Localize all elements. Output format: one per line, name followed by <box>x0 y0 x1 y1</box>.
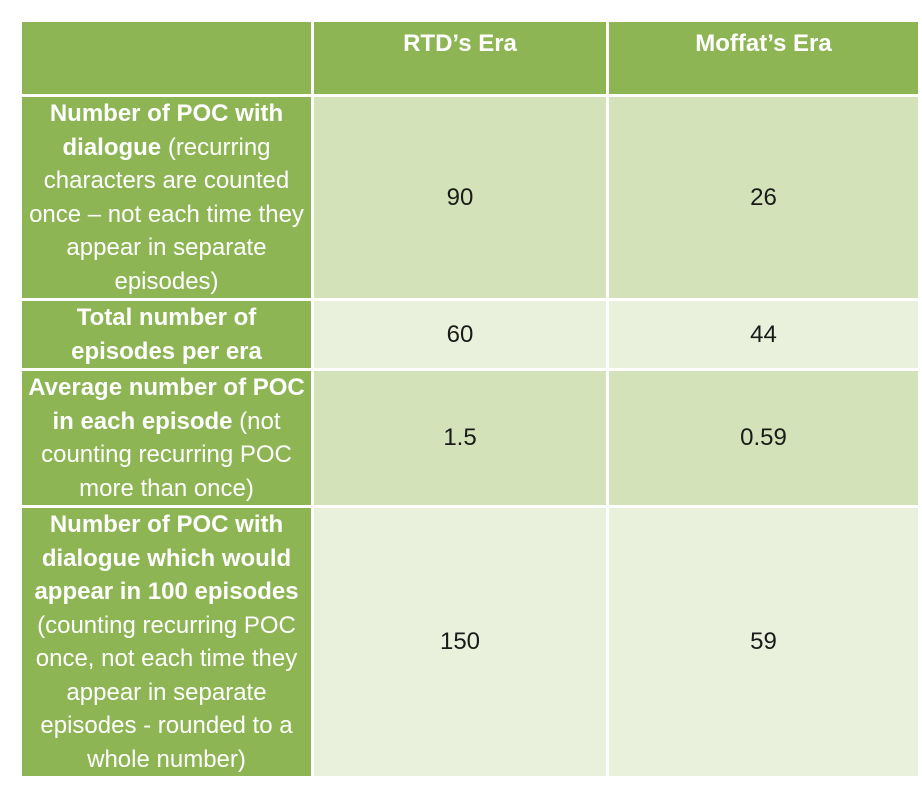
moffat-value: 0.59 <box>609 371 918 508</box>
table-row: Number of POC with dialogue which would … <box>22 508 918 776</box>
header-rtd-era: RTD’s Era <box>314 22 609 97</box>
row-label: Total number of episodes per era <box>22 301 314 371</box>
moffat-value: 59 <box>609 508 918 776</box>
header-row: RTD’s Era Moffat’s Era <box>22 22 918 97</box>
row-label: Number of POC with dialogue which would … <box>22 508 314 776</box>
moffat-value: 44 <box>609 301 918 371</box>
rtd-value: 90 <box>314 97 609 301</box>
rtd-value: 150 <box>314 508 609 776</box>
comparison-table: RTD’s Era Moffat’s Era Number of POC wit… <box>22 22 918 776</box>
table-row: Total number of episodes per era 60 44 <box>22 301 918 371</box>
row-label-bold: Average number of POC in each episode <box>28 374 305 435</box>
row-label: Number of POC with dialogue (recurring c… <box>22 97 314 301</box>
row-label-note: (counting recurring POC once, not each t… <box>35 611 298 773</box>
row-label-note: (recurring characters are counted once –… <box>29 133 304 295</box>
row-label: Average number of POC in each episode (n… <box>22 371 314 508</box>
row-label-bold: Total number of episodes per era <box>71 304 262 365</box>
header-moffat-era: Moffat’s Era <box>609 22 918 97</box>
rtd-value: 1.5 <box>314 371 609 508</box>
row-label-bold: Number of POC with dialogue which would … <box>34 511 299 605</box>
table-row: Average number of POC in each episode (n… <box>22 371 918 508</box>
table-row: Number of POC with dialogue (recurring c… <box>22 97 918 301</box>
rtd-value: 60 <box>314 301 609 371</box>
row-label-bold: Number of POC with dialogue <box>49 100 284 161</box>
row-label-note: (not counting recurring POC more than on… <box>41 407 292 502</box>
header-empty-cell <box>22 22 314 97</box>
moffat-value: 26 <box>609 97 918 301</box>
